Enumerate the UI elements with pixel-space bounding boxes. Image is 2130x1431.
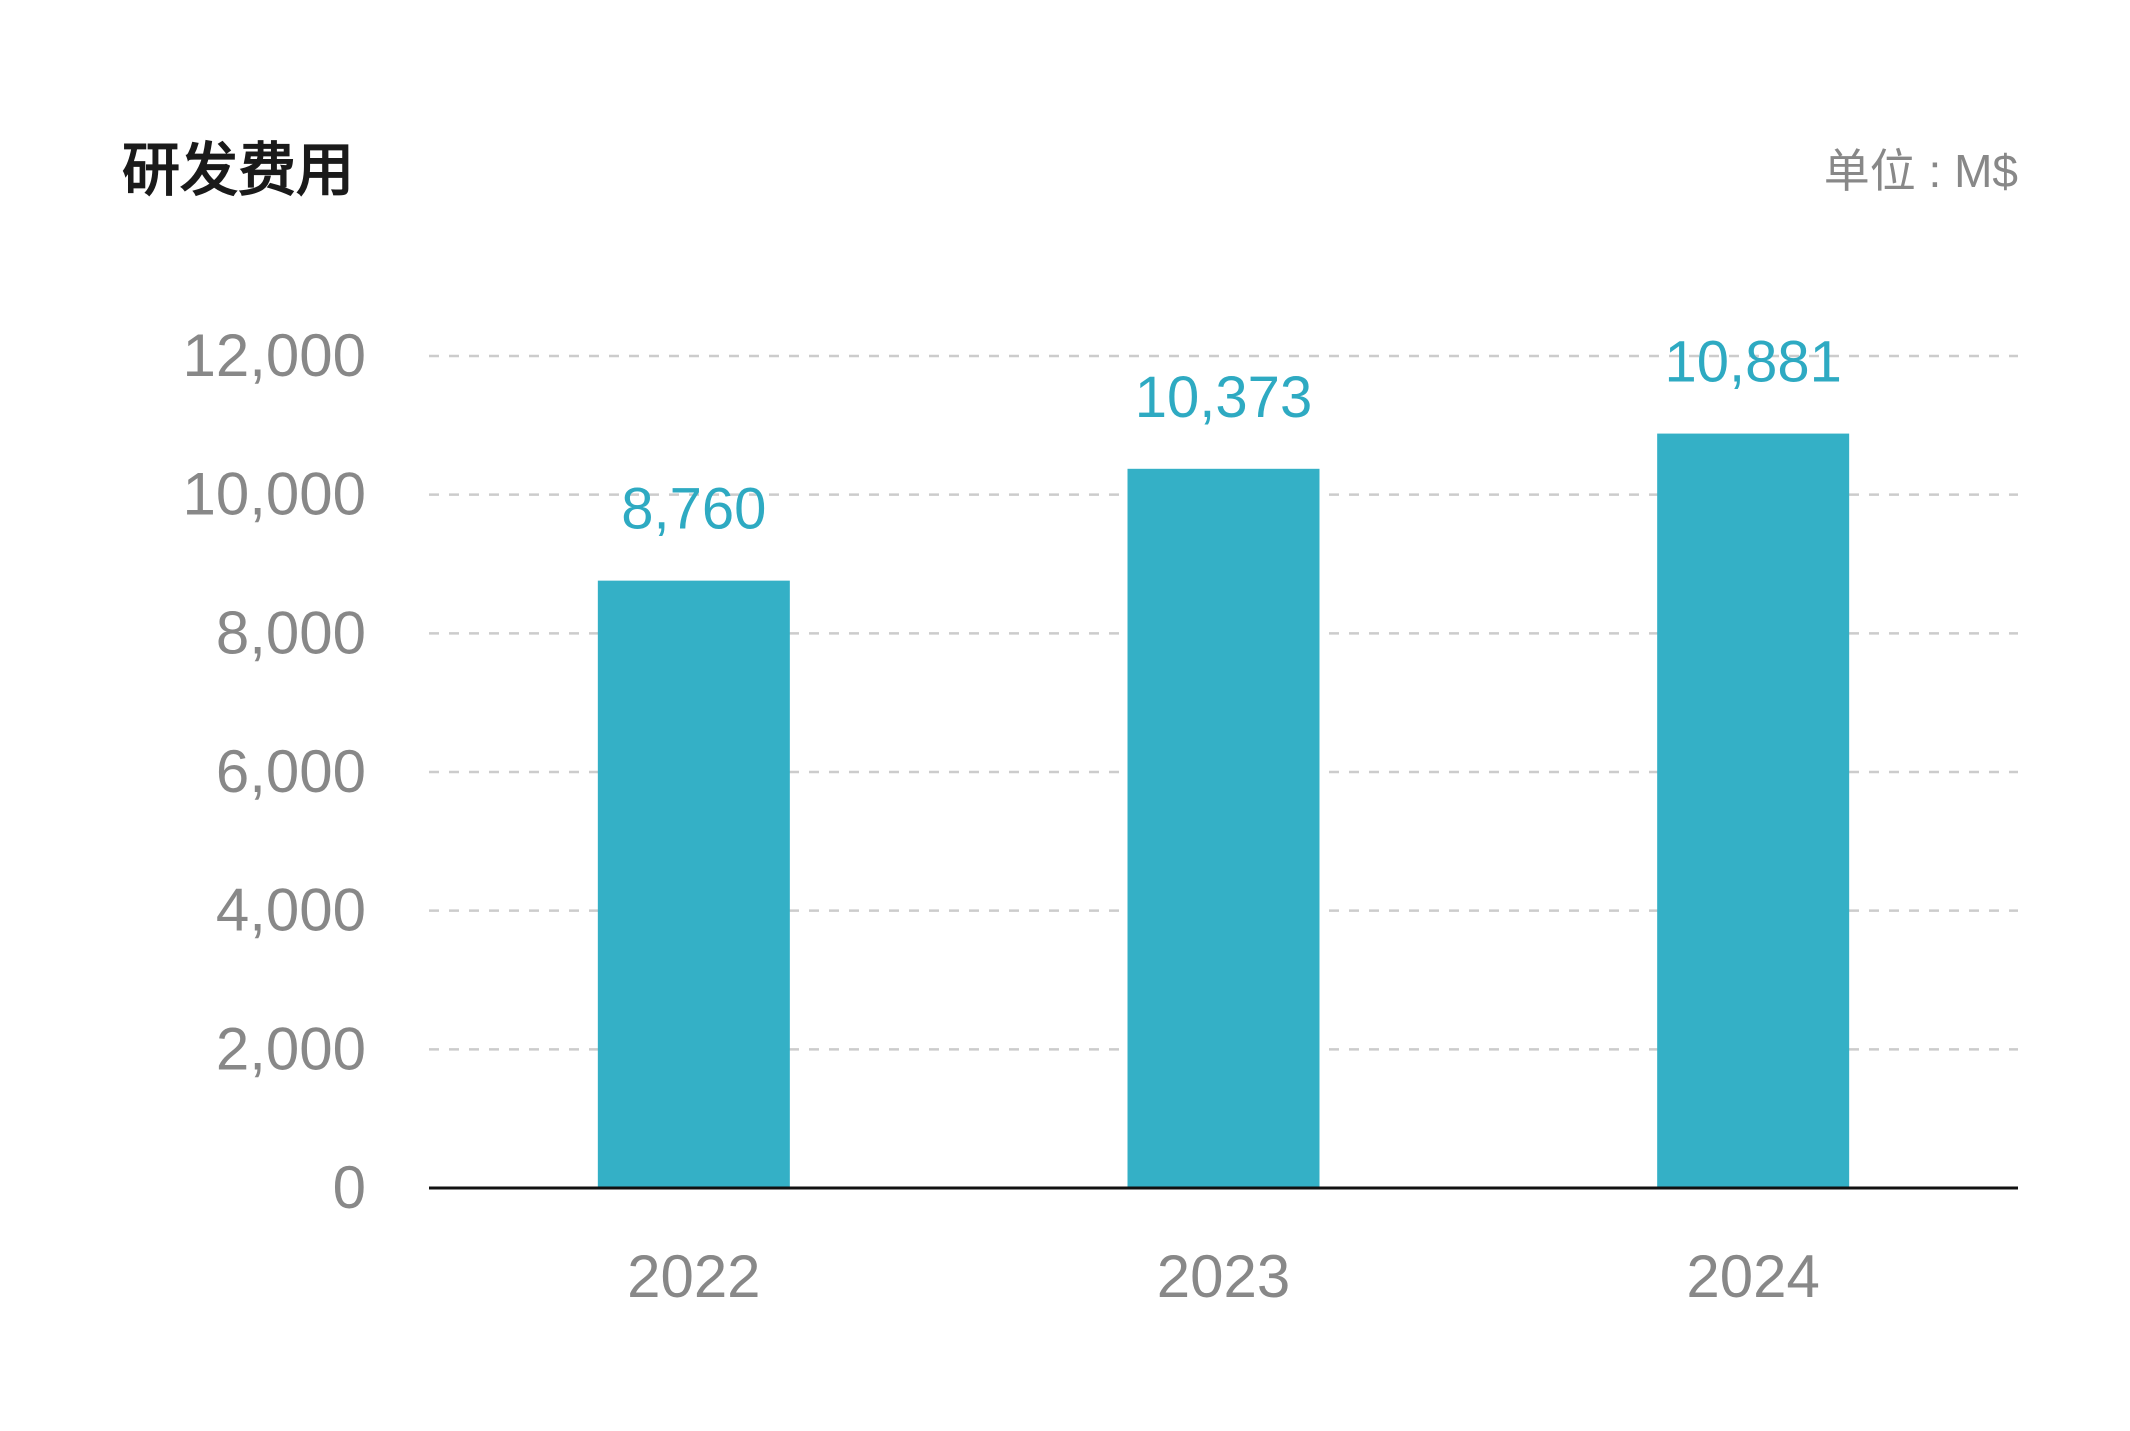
y-tick-label: 8,000 xyxy=(216,599,366,666)
y-tick-label: 0 xyxy=(333,1154,366,1221)
y-tick-label: 12,000 xyxy=(182,322,366,389)
x-tick-label: 2024 xyxy=(1686,1243,1819,1310)
data-label: 10,881 xyxy=(1664,330,1841,395)
data-label: 10,373 xyxy=(1135,365,1312,430)
data-label: 8,760 xyxy=(621,477,766,542)
unit-label: 单位 : M$ xyxy=(1823,145,2018,197)
bar xyxy=(1127,468,1320,1189)
y-tick-label: 10,000 xyxy=(182,461,366,528)
y-tick-label: 6,000 xyxy=(216,738,366,805)
x-tick-label: 2023 xyxy=(1157,1243,1290,1310)
x-tick-label: 2022 xyxy=(627,1243,760,1310)
bar xyxy=(597,580,790,1188)
chart-title: 研发费用 xyxy=(122,138,355,203)
bar xyxy=(1657,433,1850,1189)
y-tick-label: 4,000 xyxy=(216,877,366,944)
y-tick-label: 2,000 xyxy=(216,1015,366,1082)
